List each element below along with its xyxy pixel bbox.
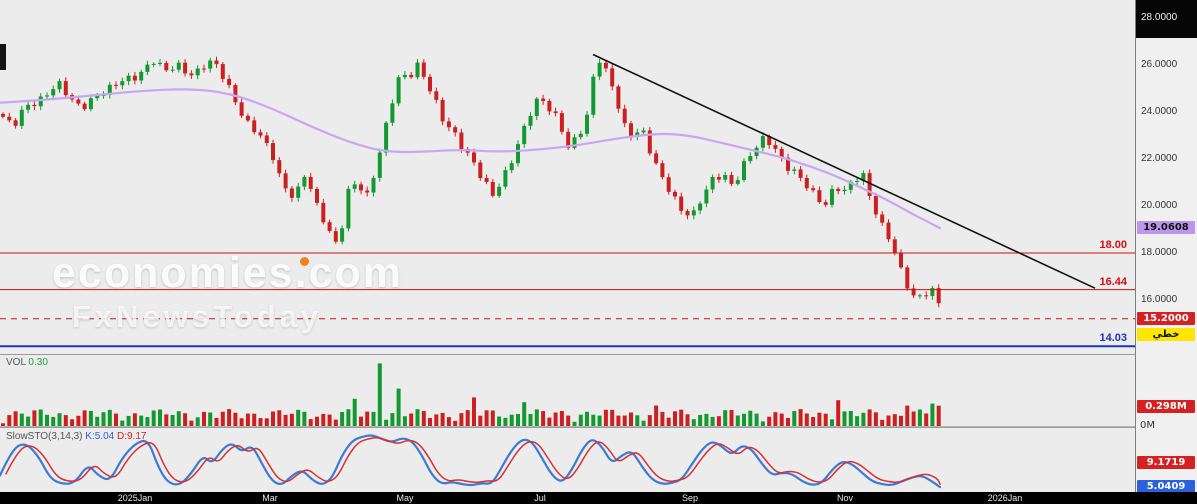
price-axis-label: 16.0000	[1141, 293, 1178, 305]
sto-d-badge: 9.1719	[1137, 455, 1195, 469]
sto-k-badge: 5.0409	[1137, 480, 1195, 494]
time-axis-label: May	[396, 493, 414, 503]
price-axis[interactable]: 28.0000 26.0000 24.0000 22.0000 20.0000 18.00…	[1135, 0, 1197, 494]
stochastic-label-text: SlowSTO(3,14,3)	[6, 431, 83, 442]
trend-line	[592, 53, 1096, 289]
volume-label-text: VOL	[6, 357, 26, 368]
horizontal-price-lines	[0, 252, 1135, 348]
vol-last-badge: 0.298M	[1137, 399, 1195, 413]
price-level-label: 16.44	[1099, 275, 1127, 288]
plot-area[interactable]: economies.com FxNewsToday VOL 0.30 SlowS…	[0, 0, 1135, 492]
pane-separators	[0, 354, 1135, 428]
time-axis-label: Mar	[262, 493, 278, 503]
price-axis-label: 24.0000	[1141, 106, 1178, 118]
time-axis-label: Jul	[534, 493, 546, 503]
stochastic-k-value: K:5.04	[85, 431, 115, 442]
time-axis-label: Nov	[836, 493, 854, 503]
price-axis-label: 28.0000	[1141, 12, 1178, 24]
stochastic-d-value: D:9.17	[117, 431, 147, 442]
stochastic-indicator-label: SlowSTO(3,14,3) K:5.04 D:9.17	[6, 431, 146, 442]
vol-zero-badge: 0M	[1140, 420, 1155, 431]
volume-current-value: 0.30	[28, 357, 48, 368]
volume-bars-layer	[1, 363, 941, 426]
price-axis-label: 18.0000	[1141, 246, 1178, 258]
scale-badge: خطي	[1137, 327, 1195, 341]
price-axis-label: 22.0000	[1141, 153, 1178, 165]
stochastic-k-line	[0, 434, 942, 489]
price-axis-label: 26.0000	[1141, 59, 1178, 71]
moving-average-line	[0, 88, 942, 230]
last-badge: 15.2000	[1137, 311, 1195, 325]
time-axis-label: Sep	[681, 493, 699, 503]
edge-artifact	[0, 44, 6, 70]
price-level-label: 14.03	[1099, 332, 1127, 345]
chart-canvas[interactable]	[0, 0, 1135, 492]
time-axis[interactable]: 2025Jan Mar May Jul Sep Nov 2026Jan	[0, 492, 1197, 504]
candles-layer	[1, 56, 941, 308]
axis-corner-panel	[1136, 0, 1197, 38]
volume-indicator-label: VOL 0.30	[6, 357, 48, 368]
ma-badge: 19.0608	[1137, 221, 1195, 235]
stochastic-d-line	[5, 437, 941, 485]
price-axis-label: 20.0000	[1141, 200, 1178, 211]
time-axis-label: 2026Jan	[987, 493, 1023, 503]
time-axis-label: 2025Jan	[117, 493, 153, 503]
price-level-label: 18.00	[1099, 238, 1127, 251]
